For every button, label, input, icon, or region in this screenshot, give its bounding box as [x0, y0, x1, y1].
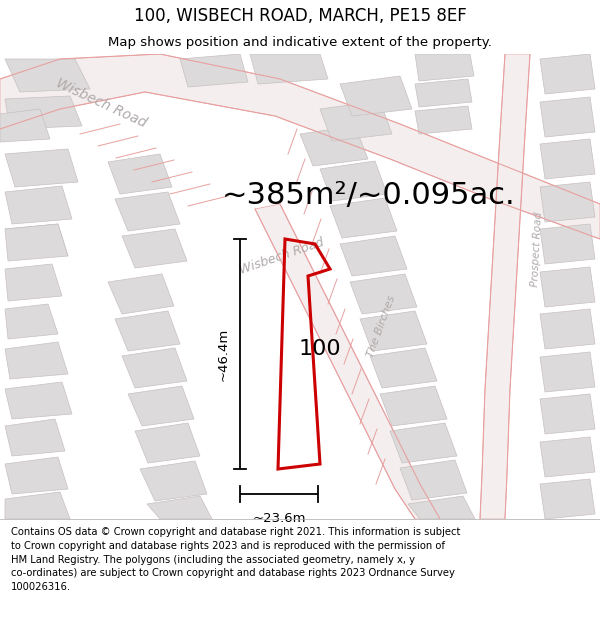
Text: ~46.4m: ~46.4m: [216, 328, 229, 381]
Text: Wisbech Road: Wisbech Road: [238, 236, 326, 277]
Polygon shape: [5, 342, 68, 379]
Polygon shape: [250, 54, 328, 84]
Polygon shape: [5, 224, 68, 256]
Polygon shape: [108, 274, 174, 314]
Polygon shape: [122, 229, 187, 268]
Polygon shape: [135, 423, 200, 463]
Text: Wisbech Road: Wisbech Road: [54, 76, 149, 130]
Text: 100: 100: [299, 339, 341, 359]
Polygon shape: [350, 274, 417, 314]
Polygon shape: [390, 423, 457, 463]
Polygon shape: [115, 311, 180, 351]
Polygon shape: [540, 394, 595, 434]
Text: Map shows position and indicative extent of the property.: Map shows position and indicative extent…: [108, 36, 492, 49]
Polygon shape: [147, 496, 212, 519]
Polygon shape: [5, 419, 65, 456]
Polygon shape: [180, 54, 248, 87]
Polygon shape: [0, 54, 600, 239]
Polygon shape: [540, 267, 595, 307]
Text: ~385m²/~0.095ac.: ~385m²/~0.095ac.: [222, 181, 515, 211]
Polygon shape: [540, 309, 595, 349]
Polygon shape: [5, 264, 62, 301]
Polygon shape: [330, 198, 397, 238]
Polygon shape: [370, 348, 437, 388]
Text: ~23.6m: ~23.6m: [252, 512, 306, 524]
Polygon shape: [415, 54, 474, 81]
Polygon shape: [320, 161, 387, 201]
Polygon shape: [140, 461, 207, 501]
Polygon shape: [540, 54, 595, 94]
Polygon shape: [5, 492, 70, 519]
Polygon shape: [340, 236, 407, 276]
Polygon shape: [540, 182, 595, 222]
Polygon shape: [408, 496, 475, 519]
Polygon shape: [5, 186, 72, 224]
Polygon shape: [5, 149, 78, 187]
Polygon shape: [5, 382, 72, 419]
Polygon shape: [540, 479, 595, 519]
Polygon shape: [480, 54, 530, 519]
Polygon shape: [122, 348, 187, 388]
Polygon shape: [540, 224, 595, 264]
Text: Prospect Road: Prospect Road: [530, 212, 544, 287]
Polygon shape: [128, 386, 194, 426]
Polygon shape: [415, 106, 472, 134]
Polygon shape: [340, 76, 412, 116]
Polygon shape: [540, 97, 595, 137]
Polygon shape: [540, 139, 595, 179]
Polygon shape: [5, 59, 90, 92]
Polygon shape: [255, 204, 440, 519]
Polygon shape: [108, 154, 172, 194]
Text: 100, WISBECH ROAD, MARCH, PE15 8EF: 100, WISBECH ROAD, MARCH, PE15 8EF: [134, 8, 466, 25]
Polygon shape: [5, 304, 58, 339]
Text: The Birches: The Birches: [365, 294, 397, 358]
Polygon shape: [400, 460, 467, 500]
Polygon shape: [300, 126, 368, 166]
Polygon shape: [540, 437, 595, 477]
Polygon shape: [5, 96, 82, 129]
Polygon shape: [415, 79, 472, 107]
Text: Contains OS data © Crown copyright and database right 2021. This information is : Contains OS data © Crown copyright and d…: [11, 528, 460, 592]
Polygon shape: [540, 352, 595, 392]
Polygon shape: [115, 192, 180, 231]
Polygon shape: [360, 311, 427, 351]
Polygon shape: [380, 386, 447, 426]
Polygon shape: [320, 101, 392, 141]
Polygon shape: [0, 109, 50, 142]
Polygon shape: [5, 457, 68, 494]
Polygon shape: [5, 224, 68, 261]
